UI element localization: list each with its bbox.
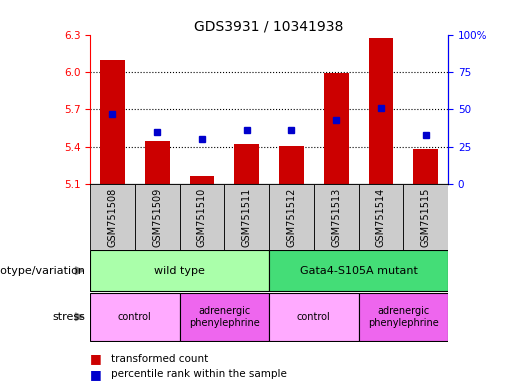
Bar <box>100 60 125 184</box>
Bar <box>269 250 448 291</box>
Text: percentile rank within the sample: percentile rank within the sample <box>111 369 287 379</box>
Text: adrenergic
phenylephrine: adrenergic phenylephrine <box>368 306 439 328</box>
Text: GSM751514: GSM751514 <box>376 187 386 247</box>
Bar <box>269 184 314 250</box>
Bar <box>314 184 358 250</box>
Bar <box>369 38 393 184</box>
Bar <box>234 144 259 184</box>
Bar <box>279 146 304 184</box>
Text: genotype/variation: genotype/variation <box>0 266 85 276</box>
Text: transformed count: transformed count <box>111 354 208 364</box>
Text: wild type: wild type <box>154 266 205 276</box>
Bar <box>225 184 269 250</box>
Text: GSM751509: GSM751509 <box>152 187 162 247</box>
Bar <box>90 250 269 291</box>
Bar <box>358 184 403 250</box>
Text: control: control <box>118 312 152 322</box>
Bar <box>180 293 269 341</box>
Text: ■: ■ <box>90 353 102 366</box>
Text: GSM751513: GSM751513 <box>331 187 341 247</box>
Text: GSM751511: GSM751511 <box>242 187 252 247</box>
Text: Gata4-S105A mutant: Gata4-S105A mutant <box>300 266 418 276</box>
Bar <box>269 293 358 341</box>
Bar <box>324 73 349 184</box>
Text: adrenergic
phenylephrine: adrenergic phenylephrine <box>189 306 260 328</box>
Text: control: control <box>297 312 331 322</box>
Title: GDS3931 / 10341938: GDS3931 / 10341938 <box>194 20 344 33</box>
Text: stress: stress <box>52 312 85 322</box>
Bar <box>90 184 135 250</box>
Text: GSM751512: GSM751512 <box>286 187 297 247</box>
Text: GSM751508: GSM751508 <box>108 187 117 247</box>
Text: ■: ■ <box>90 368 102 381</box>
Bar <box>403 184 448 250</box>
Bar <box>180 184 225 250</box>
Bar <box>90 293 180 341</box>
Bar <box>414 149 438 184</box>
Bar <box>145 141 169 184</box>
Text: GSM751510: GSM751510 <box>197 187 207 247</box>
Bar <box>190 175 214 184</box>
Bar <box>358 293 448 341</box>
Text: GSM751515: GSM751515 <box>421 187 431 247</box>
Bar <box>135 184 180 250</box>
